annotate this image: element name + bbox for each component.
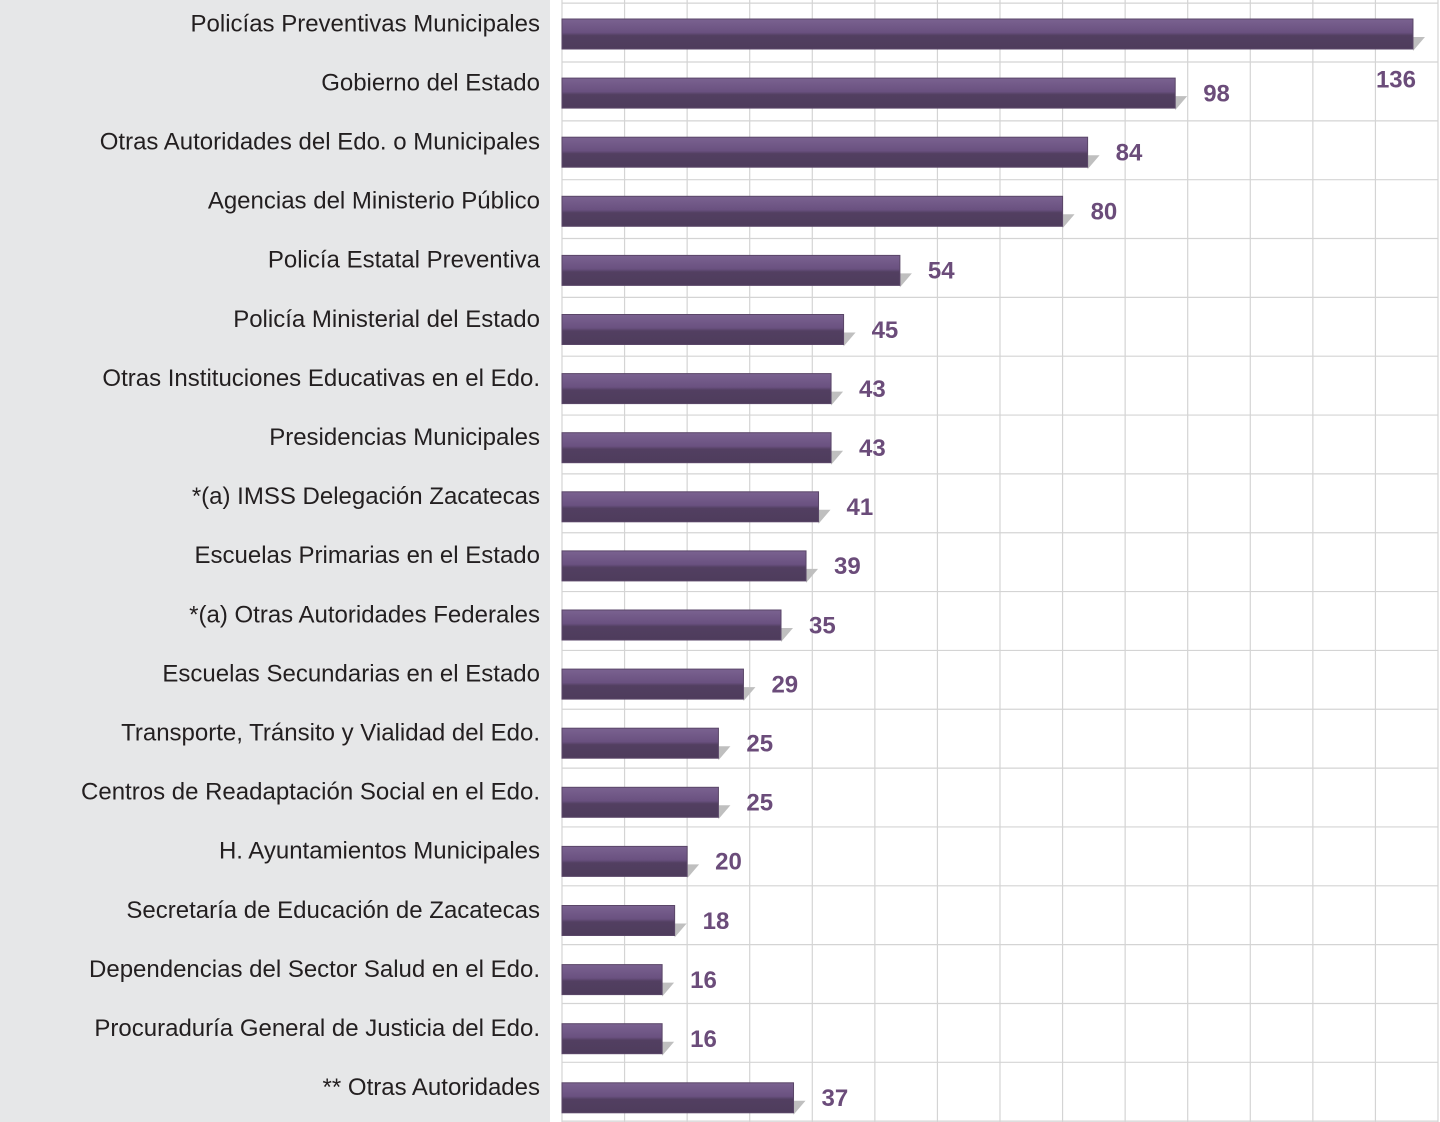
value-label: 98	[1203, 80, 1230, 107]
y-tick-label: *(a) IMSS Delegación Zacatecas	[192, 483, 540, 510]
y-tick-label: Escuelas Secundarias en el Estado	[162, 660, 540, 687]
value-label: 41	[847, 494, 874, 521]
bar	[561, 373, 832, 405]
value-label: 25	[746, 790, 773, 817]
bar-shadow	[674, 923, 687, 938]
y-tick-label: Procuraduría General de Justicia del Edo…	[94, 1015, 540, 1042]
y-tick-label: Agencias del Ministerio Público	[208, 188, 540, 215]
y-tick-label: Transporte, Tránsito y Vialidad del Edo.	[121, 720, 540, 747]
value-label: 16	[690, 967, 717, 994]
bar	[561, 905, 676, 936]
bar-shadow	[1087, 155, 1100, 170]
bar	[561, 1082, 795, 1114]
bar-shadow	[781, 628, 793, 642]
value-label: 39	[834, 553, 861, 580]
bar-shadow	[1412, 37, 1425, 51]
y-tick-label: H. Ayuntamientos Municipales	[219, 838, 540, 865]
value-label: 45	[872, 317, 899, 344]
value-label: 37	[822, 1085, 849, 1112]
bar	[561, 727, 719, 759]
y-tick-label: Policía Ministerial del Estado	[233, 306, 540, 333]
bar	[561, 314, 845, 345]
value-label: 29	[771, 671, 798, 698]
bar-shadow	[662, 982, 675, 997]
value-label: 16	[690, 1026, 717, 1053]
bar	[561, 845, 688, 877]
y-tick-label: *(a) Otras Autoridades Federales	[189, 601, 540, 628]
y-tick-label: Presidencias Municipales	[269, 424, 540, 451]
label-panel	[0, 0, 550, 1122]
bar-shadow	[662, 1041, 675, 1056]
bar	[561, 786, 719, 818]
bar	[561, 609, 782, 641]
y-tick-label: Policía Estatal Preventiva	[268, 247, 541, 274]
value-label: 43	[859, 435, 886, 462]
bar-shadow	[899, 273, 912, 288]
bar-shadow	[687, 864, 700, 879]
value-label: 43	[859, 376, 886, 403]
bar-shadow	[743, 687, 756, 702]
y-tick-label: Secretaría de Educación de Zacatecas	[126, 897, 540, 924]
bar	[561, 491, 820, 523]
bar-shadow	[718, 746, 731, 761]
bar-shadow	[806, 568, 819, 583]
y-tick-label: Policías Preventivas Municipales	[191, 10, 541, 37]
y-tick-label: Centros de Readaptación Social en el Edo…	[81, 779, 540, 806]
bar-shadow	[843, 332, 856, 347]
bar	[561, 18, 1414, 50]
bar	[561, 432, 832, 464]
bar	[561, 77, 1176, 109]
y-tick-label: ** Otras Autoridades	[323, 1074, 540, 1101]
y-tick-label: Otras Instituciones Educativas en el Edo…	[102, 365, 540, 392]
bar	[561, 195, 1064, 227]
bar-shadow	[1175, 96, 1188, 111]
bar	[561, 964, 663, 996]
bar-shadow	[831, 391, 844, 406]
value-label: 54	[928, 258, 955, 285]
y-tick-label: Escuelas Primarias en el Estado	[195, 542, 541, 569]
value-label: 80	[1091, 199, 1118, 226]
bar-shadow	[831, 450, 844, 465]
bar	[561, 550, 807, 582]
value-label: 18	[703, 908, 730, 935]
value-label: 84	[1116, 140, 1143, 167]
bar	[561, 136, 1089, 168]
value-label: 35	[809, 612, 836, 639]
value-label: 20	[715, 849, 742, 876]
value-label: 25	[746, 731, 773, 758]
bar-shadow	[818, 509, 831, 524]
value-label: 136	[1376, 66, 1416, 93]
bar-shadow	[718, 805, 731, 820]
y-tick-label: Gobierno del Estado	[321, 69, 540, 96]
bar	[561, 668, 744, 700]
bar	[561, 1023, 663, 1055]
y-tick-label: Dependencias del Sector Salud en el Edo.	[89, 956, 540, 983]
bar-shadow	[1062, 214, 1075, 229]
y-tick-label: Otras Autoridades del Edo. o Municipales	[100, 129, 540, 156]
bar-shadow	[793, 1100, 806, 1115]
bar	[561, 254, 901, 286]
